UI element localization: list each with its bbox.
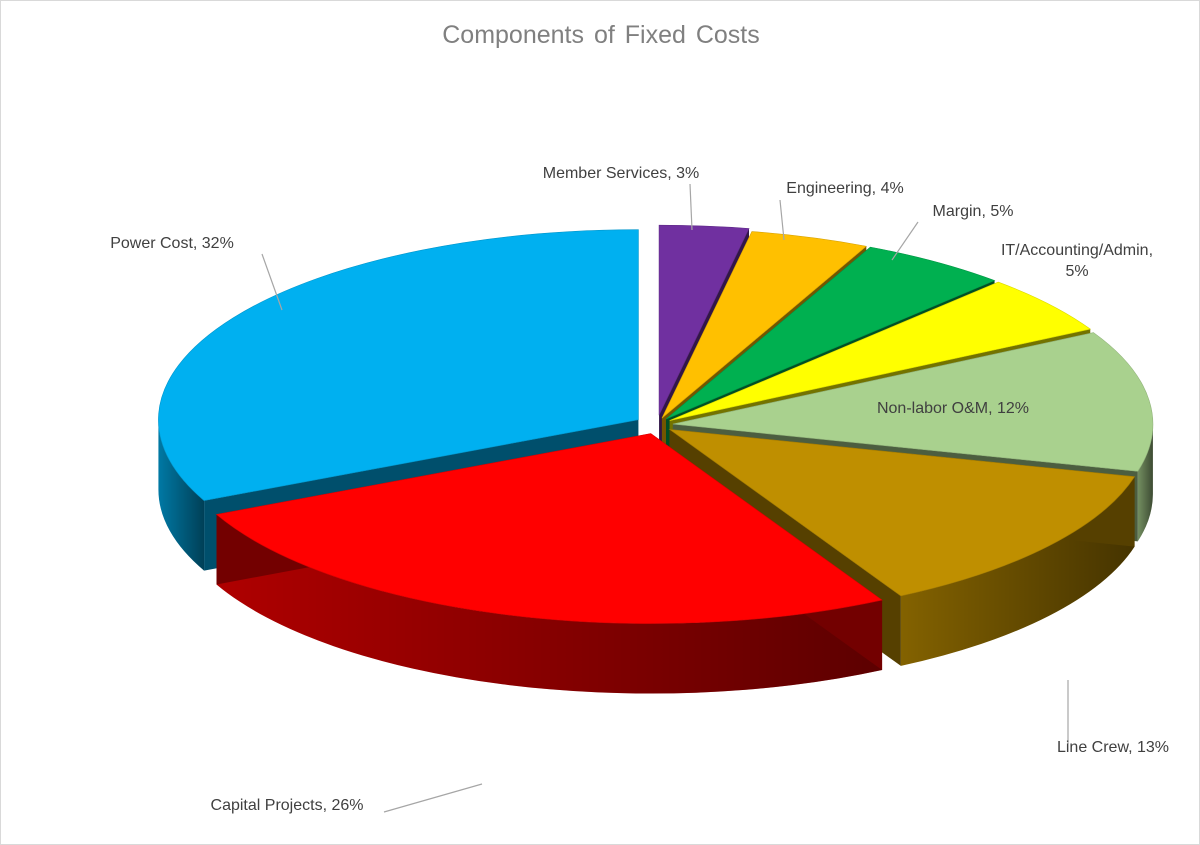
- leader-line-power-cost: [261, 253, 283, 311]
- leader-line-margin: [891, 221, 919, 261]
- leader-line-engineering: [779, 199, 785, 241]
- slice-margin[interactable]: [665, 246, 996, 420]
- slice-side-shading-non-labor-o-m: [1137, 424, 1153, 542]
- slice-capital-projects[interactable]: [215, 433, 883, 624]
- slice-member-services[interactable]: [658, 224, 750, 416]
- slice-line-crew[interactable]: [668, 429, 1136, 597]
- slice-engineering[interactable]: [661, 231, 867, 419]
- slice-power-cost[interactable]: [158, 229, 639, 501]
- data-label-non-labor-o-m: Non-labor O&M, 12%: [877, 400, 1029, 417]
- data-label-margin: Margin, 5%: [933, 203, 1014, 220]
- leader-lines: [261, 183, 1069, 813]
- data-label-capital-projects: Capital Projects, 26%: [211, 797, 364, 814]
- pie-slices: [158, 224, 1154, 624]
- data-label-line-crew: Line Crew, 13%: [1057, 739, 1169, 756]
- data-label-engineering: Engineering, 4%: [786, 180, 903, 197]
- slice-it-accounting-admin[interactable]: [669, 281, 1091, 421]
- data-label-member-services: Member Services, 3%: [543, 165, 700, 182]
- chart-title: Components of Fixed Costs: [442, 21, 760, 49]
- slice-side-shading-capital-projects: [216, 514, 883, 694]
- data-label-power-cost: Power Cost, 32%: [110, 235, 234, 252]
- leader-line-capital-projects: [383, 783, 483, 813]
- data-label-it-accounting-admin: IT/Accounting/Admin, 5%: [1001, 242, 1153, 280]
- slice-side-shading-line-crew: [900, 476, 1135, 666]
- data-labels: Member Services, 3% Engineering, 4% Margin…: [110, 165, 1169, 814]
- leader-line-member-services: [689, 183, 693, 231]
- slice-non-labor-o-m[interactable]: [672, 332, 1154, 472]
- slice-side-shading-power-cost: [158, 419, 205, 571]
